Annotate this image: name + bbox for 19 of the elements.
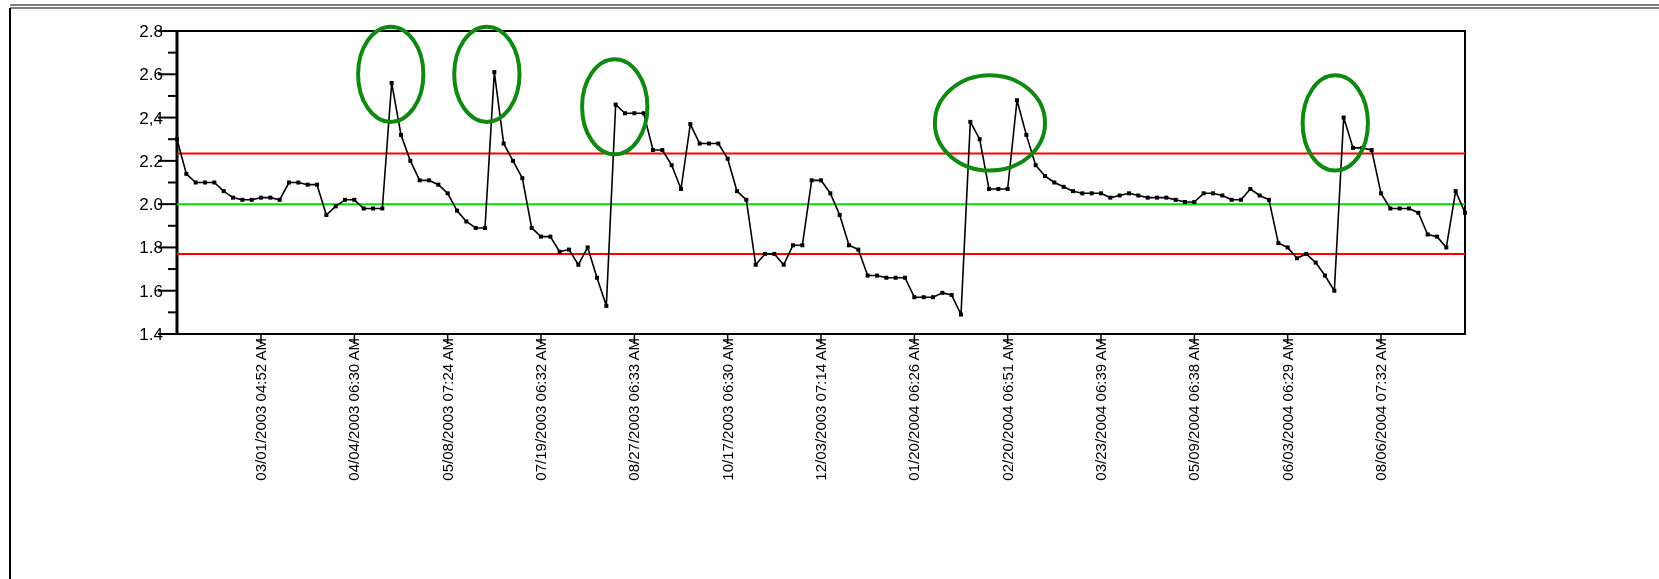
x-tick-label: 08/06/2004 07:32 AM xyxy=(1372,338,1389,481)
y-tick-label: 2,4 xyxy=(139,108,163,128)
x-tick-label: 03/01/2003 04:52 AM xyxy=(252,338,269,481)
y-tick-label: 1.6 xyxy=(139,281,163,301)
y-tick-label: 2.0 xyxy=(139,195,163,215)
x-tick-label: 01/20/2004 06:26 AM xyxy=(905,338,923,481)
x-tick-label: 04/04/2003 06:30 AM xyxy=(345,338,363,481)
y-tick-label: 1.8 xyxy=(139,238,163,258)
y-tick-label: 2.6 xyxy=(139,65,163,85)
x-tick-label: 05/09/2004 06:38 AM xyxy=(1185,338,1203,481)
x-tick-label: 08/27/2003 06:33 AM xyxy=(625,338,643,481)
x-tick-label: 12/03/2003 07:14 AM xyxy=(812,338,829,481)
x-tick-label: 03/23/2004 06:39 AM xyxy=(1092,338,1109,481)
x-tick-label: 06/03/2004 06:29 AM xyxy=(1278,338,1296,481)
x-tick-label: 02/20/2004 06:51 AM xyxy=(998,338,1016,481)
x-tick-label: 10/17/2003 06:30 AM xyxy=(718,338,736,481)
x-tick-label: 05/08/2003 07:24 AM xyxy=(438,338,456,481)
x-tick-label: 07/19/2003 06:32 AM xyxy=(532,338,549,481)
y-tick-label: 2.2 xyxy=(139,151,163,171)
